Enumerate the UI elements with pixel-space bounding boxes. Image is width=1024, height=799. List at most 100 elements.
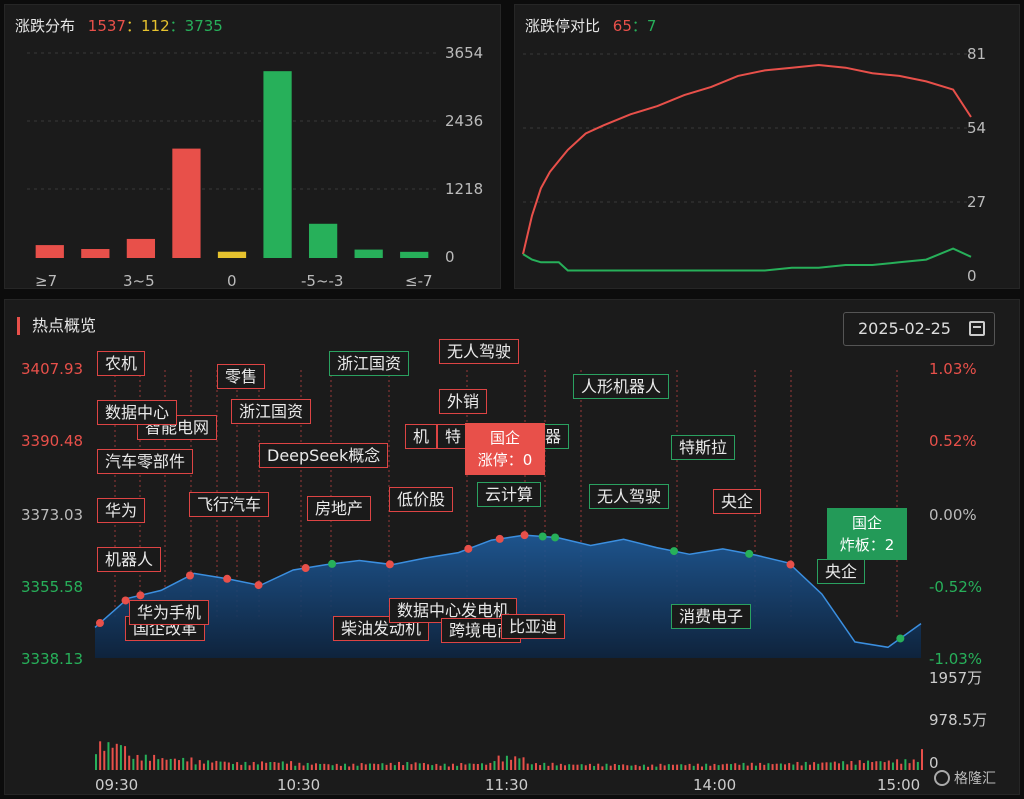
yright-4: -1.03% <box>929 650 982 668</box>
event-dot[interactable] <box>786 560 795 569</box>
event-dot[interactable] <box>464 544 473 553</box>
volume-bar <box>381 763 384 770</box>
topic-label-autonomous-2[interactable]: 无人驾驶 <box>589 484 670 509</box>
volume-bar <box>746 765 749 770</box>
volume-bar <box>182 757 185 770</box>
event-dot[interactable] <box>328 559 337 568</box>
volume-bar <box>368 763 371 770</box>
volume-bar <box>671 764 674 770</box>
topic-label-consumer-electronics[interactable]: 消费电子 <box>671 604 752 629</box>
event-dot[interactable] <box>538 532 547 541</box>
topic-label-retail[interactable]: 零售 <box>217 364 266 389</box>
dist-bar <box>400 251 429 258</box>
volume-bar <box>202 763 205 770</box>
topic-label-zhejiang-soe-2[interactable]: 浙江国资 <box>329 351 410 376</box>
event-dot[interactable] <box>185 571 194 580</box>
event-dot[interactable] <box>745 549 754 558</box>
dist-bar <box>126 238 156 258</box>
topic-label-real-estate[interactable]: 房地产 <box>307 496 372 521</box>
topic-label-partial-ji[interactable]: 机 <box>405 424 438 449</box>
volume-bar <box>427 764 430 770</box>
event-dot[interactable] <box>254 581 263 590</box>
event-dot[interactable] <box>301 564 310 573</box>
volume-bar <box>663 765 666 770</box>
limit-up-series-line <box>522 63 972 255</box>
volume-bar <box>754 765 757 770</box>
dist-bar <box>81 249 110 258</box>
volume-bar <box>360 763 363 770</box>
topic-label-zhejiang-soe-1[interactable]: 浙江国资 <box>231 399 312 424</box>
topic-label-export[interactable]: 外销 <box>439 389 488 414</box>
volume-bar <box>518 758 521 770</box>
volume-bar <box>173 758 176 770</box>
date-picker[interactable]: 2025-02-25 <box>843 312 995 346</box>
volume-bar <box>597 763 600 770</box>
topic-label-tesla[interactable]: 特斯拉 <box>671 435 736 460</box>
hot-overview-panel: 热点概览 2025-02-25 3407.93 3390.48 3373.03 … <box>4 299 1020 795</box>
volume-bar <box>551 762 554 770</box>
topic-label-flying-car[interactable]: 飞行汽车 <box>189 492 270 517</box>
topic-label-robot[interactable]: 机器人 <box>97 547 162 572</box>
volume-bar <box>912 759 915 770</box>
volume-bar <box>161 758 164 770</box>
event-dot[interactable] <box>551 533 560 542</box>
event-dot[interactable] <box>520 531 529 540</box>
xtick-2: 11:30 <box>485 776 528 794</box>
limit-up-count: 65 <box>612 17 632 35</box>
xtick-1: 10:30 <box>277 776 320 794</box>
volume-bar <box>148 760 151 770</box>
up-count: 1537 <box>87 17 126 35</box>
topic-label-byd[interactable]: 比亚迪 <box>501 614 566 639</box>
event-dot[interactable] <box>896 634 905 643</box>
volume-bar <box>771 764 774 770</box>
topic-label-deepseek[interactable]: DeepSeek概念 <box>259 443 389 468</box>
event-dot[interactable] <box>121 596 130 605</box>
event-dot[interactable] <box>495 534 504 543</box>
dist-ytick-3: 0 <box>445 248 455 266</box>
volume-bar <box>779 763 782 770</box>
topic-label-diesel-engine[interactable]: 柴油发动机 <box>333 616 430 641</box>
volume-bar <box>128 755 131 770</box>
event-dot[interactable] <box>223 574 232 583</box>
volume-bar <box>460 763 463 770</box>
event-dot[interactable] <box>136 591 145 600</box>
volume-bar <box>692 765 695 770</box>
volume-bar <box>323 763 326 770</box>
volume-bar <box>908 763 911 770</box>
volume-bar <box>659 763 662 770</box>
topic-label-huawei[interactable]: 华为 <box>97 498 146 523</box>
volume-bar <box>377 764 380 770</box>
volume-bar <box>846 764 849 770</box>
dist-xtick-4: ≤-7 <box>405 272 433 290</box>
topic-label-huawei-phone[interactable]: 华为手机 <box>129 600 210 625</box>
volume-bar <box>750 762 753 770</box>
topic-label-auto-parts[interactable]: 汽车零部件 <box>97 449 194 474</box>
yleft-0: 3407.93 <box>21 360 83 378</box>
volume-bar <box>178 760 181 770</box>
topic-label-autonomous-1[interactable]: 无人驾驶 <box>439 339 520 364</box>
dist-xtick-2: 0 <box>227 272 237 290</box>
event-dot[interactable] <box>385 560 394 569</box>
volume-bar <box>730 764 733 770</box>
brand-logo: 格隆汇 <box>934 768 996 788</box>
topic-label-nongji[interactable]: 农机 <box>97 351 146 376</box>
volume-bar <box>294 765 297 770</box>
event-dot[interactable] <box>670 547 679 556</box>
calendar-icon[interactable] <box>969 321 985 336</box>
volume-bar <box>717 765 720 770</box>
volume-bar <box>601 766 604 770</box>
topic-label-cloud[interactable]: 云计算 <box>477 482 542 507</box>
topic-label-partial-te[interactable]: 特 <box>437 424 470 449</box>
event-dot[interactable] <box>95 619 104 628</box>
volume-bar <box>680 764 683 770</box>
topic-label-low-price[interactable]: 低价股 <box>389 487 454 512</box>
volume-bar <box>227 762 230 770</box>
topic-label-central-soe-2[interactable]: 央企 <box>817 559 866 584</box>
topic-label-central-soe-1[interactable]: 央企 <box>713 489 762 514</box>
topic-label-data-center[interactable]: 数据中心 <box>97 400 178 425</box>
volume-bar <box>406 762 409 770</box>
volume-bar <box>825 762 828 770</box>
volume-bar <box>99 741 102 770</box>
topic-label-humanoid[interactable]: 人形机器人 <box>573 374 670 399</box>
volume-bar <box>198 760 201 770</box>
